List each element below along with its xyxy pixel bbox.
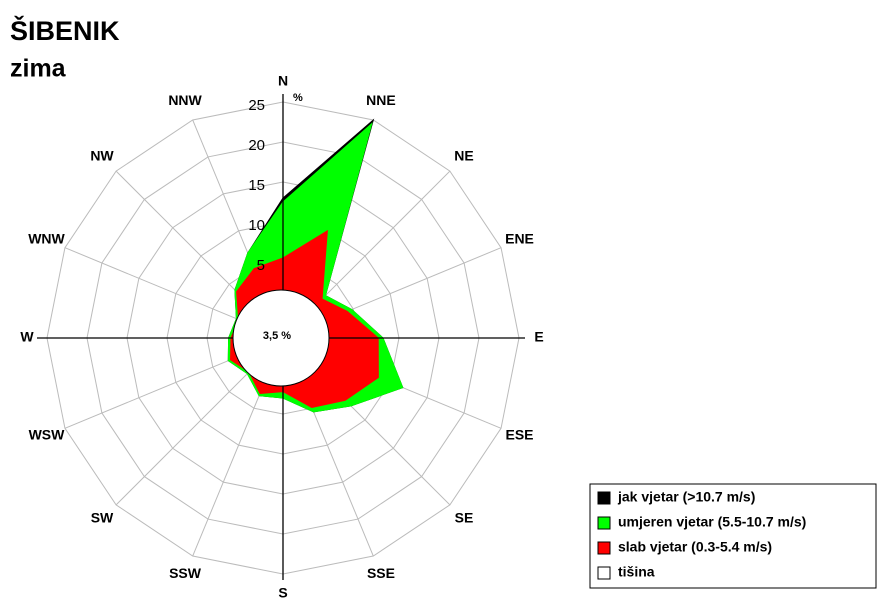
spoke	[192, 371, 270, 557]
calm-circle	[232, 289, 330, 387]
direction-label: W	[20, 329, 34, 345]
direction-label: NNW	[168, 92, 202, 108]
direction-label: S	[278, 585, 287, 601]
r-tick-label: 5	[257, 257, 265, 274]
direction-label: SE	[455, 510, 474, 526]
direction-label: NW	[90, 148, 114, 164]
legend-swatch	[597, 491, 611, 505]
direction-label: N	[278, 73, 288, 89]
legend-label: umjeren vjetar (5.5-10.7 m/s)	[618, 514, 806, 530]
direction-label: SW	[91, 510, 114, 526]
legend-swatch	[597, 566, 611, 580]
legend-box	[589, 483, 877, 589]
chart-subtitle: zima	[10, 55, 67, 83]
spoke	[64, 351, 250, 429]
direction-label: WNW	[28, 231, 65, 247]
r-tick-label: 20	[248, 137, 265, 154]
chart-title: ŠIBENIK	[10, 15, 120, 46]
spoke	[115, 363, 258, 506]
spoke	[308, 170, 451, 313]
direction-label: NNE	[366, 92, 396, 108]
direction-label: E	[534, 329, 543, 345]
spoke	[115, 170, 258, 313]
legend-label: jak vjetar (>10.7 m/s)	[617, 489, 755, 505]
direction-label: WSW	[29, 427, 66, 443]
direction-label: SSE	[367, 565, 395, 581]
direction-label: SSW	[169, 565, 202, 581]
direction-label: NE	[454, 148, 473, 164]
legend-swatch	[597, 541, 611, 555]
calm-label: 3,5 %	[263, 330, 291, 342]
spoke	[64, 247, 250, 325]
legend-label: tišina	[618, 564, 655, 580]
direction-label: ENE	[505, 231, 534, 247]
r-tick-label: 25	[248, 97, 265, 114]
legend-swatch	[597, 516, 611, 530]
r-tick-label: 10	[248, 217, 265, 234]
unit-label: %	[293, 92, 303, 104]
legend-label: slab vjetar (0.3-5.4 m/s)	[618, 539, 772, 555]
r-tick-label: 15	[248, 177, 265, 194]
direction-label: ESE	[506, 427, 534, 443]
